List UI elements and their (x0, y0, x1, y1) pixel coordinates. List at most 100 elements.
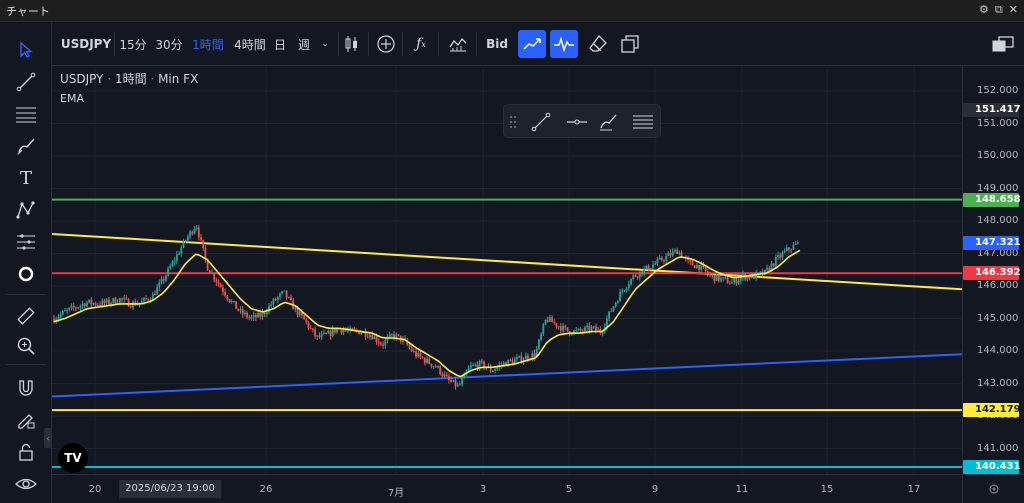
candle-body (417, 353, 420, 357)
candle-body (566, 327, 569, 332)
toolbar-divider (402, 32, 403, 56)
forecast-icon[interactable] (12, 228, 40, 256)
candle-body (307, 322, 310, 328)
trend-line (52, 353, 962, 398)
candle-body (167, 268, 169, 276)
trend-line-icon[interactable] (12, 68, 40, 96)
candle-body (380, 343, 382, 345)
candle-body (327, 331, 330, 334)
price-tag[interactable]: 146.392 (963, 266, 1021, 281)
candle-body (698, 265, 700, 270)
candle-body (287, 297, 290, 299)
cursor-icon[interactable] (12, 36, 40, 64)
price-tag[interactable]: 142.179 (963, 403, 1021, 418)
candle-body (709, 274, 711, 276)
pattern-icon[interactable] (12, 196, 40, 224)
candle-body (186, 236, 189, 241)
line-tool-icon[interactable] (528, 110, 554, 134)
candle-body (658, 257, 661, 260)
sidebar-divider (6, 294, 46, 295)
candle-body (474, 364, 477, 366)
candle-body (794, 243, 797, 245)
price-tag[interactable]: 148.658 (963, 192, 1021, 207)
candle-body (239, 309, 242, 311)
interval-1h[interactable]: 1時間 (192, 37, 224, 52)
external-icon[interactable]: ⧉ (994, 3, 1003, 16)
pulse-icon[interactable] (550, 30, 578, 58)
circle-icon[interactable] (12, 260, 40, 288)
lock-icon[interactable] (12, 438, 40, 466)
brush-icon[interactable] (12, 132, 40, 160)
fullscreen-icon[interactable] (990, 32, 1016, 56)
candle-body (731, 282, 733, 284)
interval-4h[interactable]: 4時間 (234, 37, 266, 52)
candle-body (570, 334, 573, 336)
candle-body (630, 279, 632, 285)
candle-body (612, 306, 615, 311)
candle-body (184, 240, 187, 242)
time-tick-label: 5 (565, 484, 573, 495)
candle-body (469, 365, 472, 368)
sidebar-collapse-button[interactable]: ‹ (44, 428, 52, 448)
interval-day[interactable]: 日 (273, 37, 286, 52)
tradingview-logo[interactable]: TV (58, 443, 88, 473)
candle-body (564, 325, 567, 328)
fib-lines-icon[interactable] (12, 100, 40, 128)
candle-body (452, 380, 455, 382)
interval-15m[interactable]: 15分 (119, 37, 147, 52)
candle-body (597, 329, 600, 331)
drag-handle-icon[interactable] (506, 110, 520, 134)
candle-body (145, 297, 148, 300)
zoom-icon[interactable] (12, 332, 40, 360)
candle-body (189, 231, 191, 237)
candle-body (217, 282, 220, 285)
eye-icon[interactable] (12, 470, 40, 498)
time-tick-label: 26 (259, 484, 273, 495)
candle-body (766, 267, 768, 270)
symbol-search-button[interactable]: USDJPY (60, 37, 112, 51)
chevron-down-icon[interactable]: ⌄ (321, 39, 329, 49)
candle-body (94, 303, 97, 306)
close-icon[interactable]: ✕ (1008, 3, 1018, 16)
magnet-icon[interactable] (12, 374, 40, 402)
add-compare-icon[interactable] (374, 32, 398, 56)
candle-body (643, 268, 646, 275)
interval-30m[interactable]: 30分 (155, 37, 183, 52)
candle-body (395, 334, 398, 338)
candle-body (437, 366, 439, 368)
candle-body (325, 332, 327, 334)
line-tools-icon[interactable] (518, 30, 546, 58)
lock-draw-icon[interactable] (12, 406, 40, 434)
price-tag[interactable]: 140.431 (963, 459, 1021, 474)
brush-tool-icon[interactable] (596, 110, 622, 134)
lines-list-icon[interactable] (630, 110, 656, 134)
candles-icon[interactable] (342, 32, 362, 56)
text-icon[interactable]: T (19, 167, 32, 189)
price-tick-label: 150.000 (977, 150, 1019, 161)
candle-body (649, 268, 652, 270)
settings-icon[interactable]: ⚙ (979, 3, 989, 16)
axis-settings-button[interactable] (962, 474, 1024, 503)
candle-body (156, 287, 159, 295)
candle-body (143, 297, 145, 302)
candle-body (595, 326, 597, 331)
horizontal-ray-icon[interactable] (564, 110, 590, 134)
layout-icon[interactable] (618, 32, 642, 56)
legend-symbol[interactable]: USDJPY (60, 72, 104, 86)
eraser-icon[interactable] (586, 32, 610, 56)
price-axis[interactable]: 152.000 151.000 150.000 149.000 148.000 147.0… (962, 66, 1024, 474)
price-tag[interactable]: 147.321 (963, 236, 1021, 251)
ruler-icon[interactable] (12, 302, 40, 330)
candle-body (180, 247, 183, 254)
indicator-legend[interactable]: EMA (60, 92, 84, 105)
price-source-button[interactable]: Bid (486, 37, 508, 51)
candle-body (621, 290, 624, 292)
interval-week[interactable]: 週 (297, 37, 310, 52)
candle-body (781, 252, 784, 258)
time-axis[interactable]: 2025/06/23 19:00 20 26 7月 3 5 9 11 15 17 (52, 474, 962, 503)
price-tick-label: 141.000 (977, 442, 1019, 454)
candle-body (785, 247, 788, 251)
price-tag[interactable]: 151.417 (963, 102, 1021, 117)
chart-style-icon[interactable] (446, 32, 470, 56)
